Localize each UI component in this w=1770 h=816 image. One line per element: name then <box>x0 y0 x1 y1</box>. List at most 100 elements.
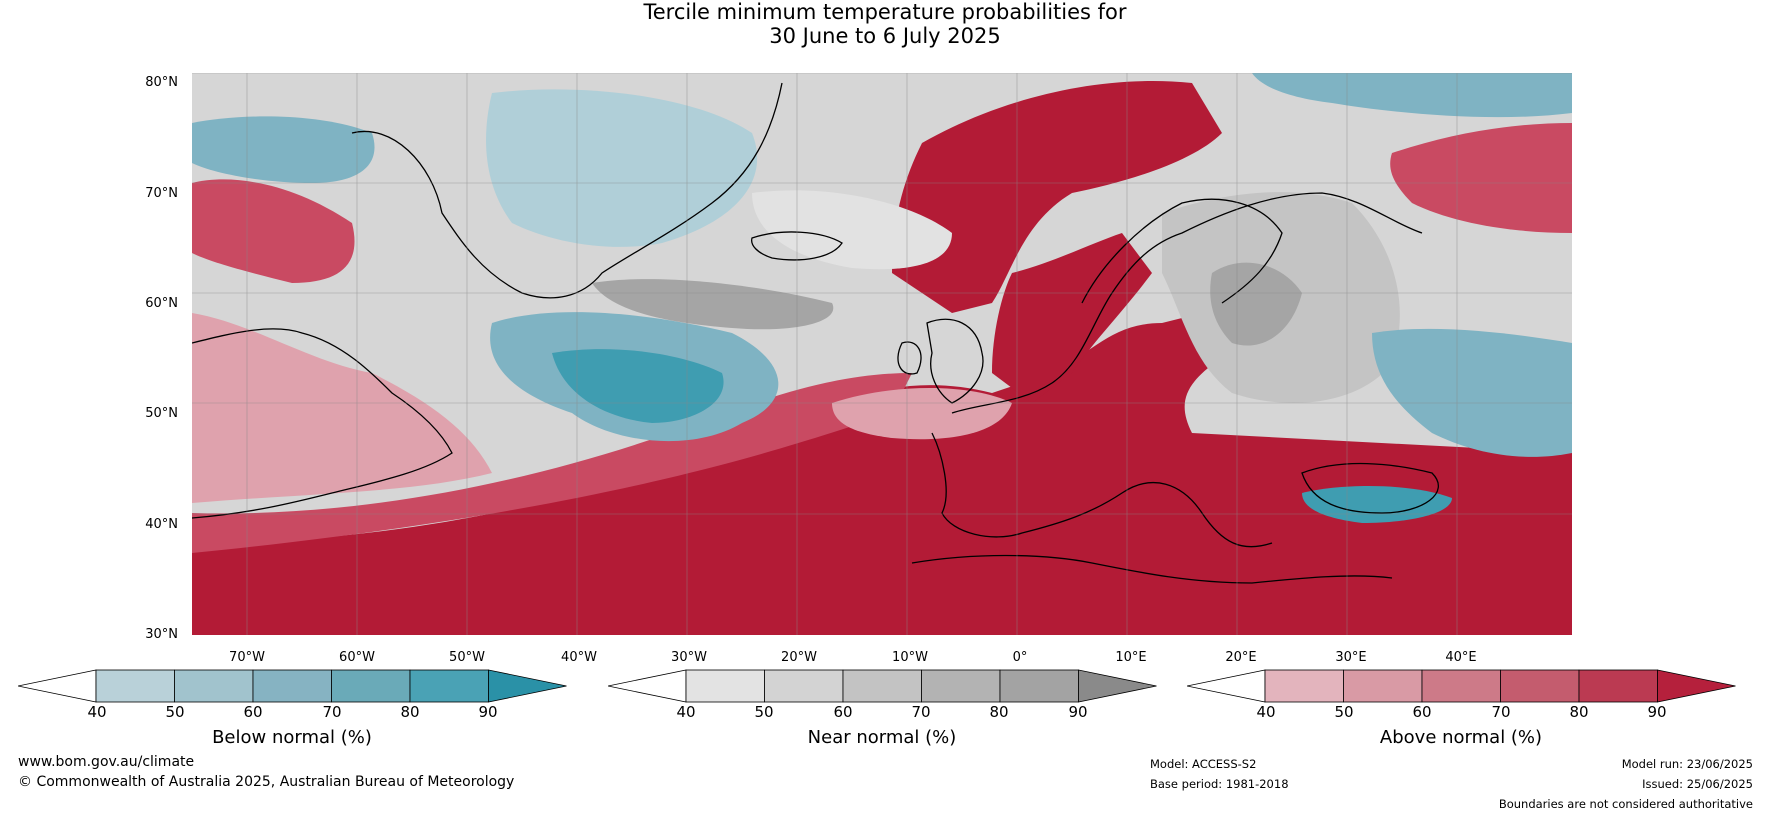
colorbar-above-title: Above normal (%) <box>1379 727 1543 748</box>
colorbar-swatch <box>1421 669 1501 703</box>
region-baffin-blue <box>192 116 375 183</box>
colorbar-swatch <box>174 669 254 703</box>
colorbar-swatch <box>1578 669 1658 703</box>
above-tick-60: 60 <box>1412 703 1432 721</box>
below-tick-90: 90 <box>478 703 498 721</box>
footer-model-run: Model run: 23/06/2025 <box>1621 757 1753 771</box>
coast-europe <box>951 192 1423 414</box>
near-tick-40: 40 <box>676 703 696 721</box>
lon-label-20e: 20°E <box>1225 650 1257 665</box>
colorbar-above-normal <box>1187 669 1736 703</box>
colorbar-swatch <box>1343 669 1423 703</box>
near-tick-60: 60 <box>833 703 853 721</box>
lat-label-50n: 50°N <box>145 406 178 421</box>
region-russia-red <box>1390 123 1572 233</box>
colorbar-arrow-left <box>18 669 97 703</box>
region-atlantic-grey-dark <box>592 279 834 330</box>
lon-label-60w: 60°W <box>339 650 375 665</box>
colorbar-below-title: Below normal (%) <box>212 727 372 748</box>
lat-label-40n: 40°N <box>145 517 178 532</box>
region-north-atlantic-warm <box>892 81 1222 313</box>
below-tick-70: 70 <box>322 703 342 721</box>
lon-label-40e: 40°E <box>1445 650 1477 665</box>
probability-map <box>192 73 1572 635</box>
region-greenland-blue <box>486 89 758 247</box>
above-tick-80: 80 <box>1569 703 1589 721</box>
colorbar-arrow-left <box>1187 669 1266 703</box>
lon-label-0: 0° <box>1012 650 1028 665</box>
near-tick-50: 50 <box>754 703 774 721</box>
region-central-atlantic-light <box>752 190 952 270</box>
lat-label-70n: 70°N <box>145 186 178 201</box>
above-tick-50: 50 <box>1334 703 1354 721</box>
colorbar-swatch <box>842 669 922 703</box>
colorbar-swatch <box>764 669 844 703</box>
lon-label-50w: 50°W <box>449 650 485 665</box>
lat-label-30n: 30°N <box>145 627 178 642</box>
colorbar-arrow-right <box>1657 669 1736 703</box>
region-west-red <box>192 313 492 503</box>
coast-north-america <box>192 328 453 519</box>
lat-label-60n: 60°N <box>145 296 178 311</box>
colorbar-below-normal <box>18 669 567 703</box>
coastlines <box>192 82 1439 584</box>
lon-label-70w: 70°W <box>229 650 265 665</box>
colorbar-arrow-right <box>488 669 567 703</box>
region-north-sea-warm <box>992 233 1152 403</box>
region-iberia-light <box>832 388 1012 440</box>
above-tick-70: 70 <box>1491 703 1511 721</box>
near-tick-90: 90 <box>1068 703 1088 721</box>
graticule <box>192 73 1572 635</box>
footer-base-period: Base period: 1981-2018 <box>1150 777 1289 791</box>
below-tick-60: 60 <box>243 703 263 721</box>
colorbar-swatch <box>685 669 765 703</box>
footer-model: Model: ACCESS-S2 <box>1150 757 1257 771</box>
coast-british-isles <box>897 318 984 404</box>
colorbar-swatch <box>921 669 1001 703</box>
colorbar-swatch <box>999 669 1079 703</box>
near-tick-80: 80 <box>989 703 1009 721</box>
lon-label-10w: 10°W <box>892 650 928 665</box>
colorbar-swatch <box>95 669 175 703</box>
colorbar-above-swatches <box>1187 669 1736 703</box>
region-mid-atlantic-blue-core <box>552 349 724 423</box>
colorbar-swatch <box>252 669 332 703</box>
colorbar-below-swatches <box>18 669 567 703</box>
region-labrador-red <box>192 179 355 283</box>
colorbar-near-title: Near normal (%) <box>807 727 957 748</box>
region-south-atlantic-warm <box>192 303 1572 635</box>
lat-label-80n: 80°N <box>145 75 178 90</box>
above-tick-40: 40 <box>1256 703 1276 721</box>
colorbar-swatch <box>1264 669 1344 703</box>
footer-copyright: © Commonwealth of Australia 2025, Austra… <box>18 774 515 790</box>
colorbar-near-swatches <box>608 669 1157 703</box>
region-east-europe-blue <box>1372 328 1572 457</box>
chart-title: Tercile minimum temperature probabilitie… <box>0 0 1770 48</box>
colorbar-arrow-left <box>608 669 687 703</box>
colorbar-arrow-right <box>1078 669 1157 703</box>
coast-scandinavia <box>1081 198 1283 304</box>
colorbar-swatch <box>331 669 411 703</box>
lon-label-30w: 30°W <box>671 650 707 665</box>
near-tick-70: 70 <box>911 703 931 721</box>
coast-iberia-med <box>931 432 1273 548</box>
coast-iceland <box>751 231 843 261</box>
title-line-1: Tercile minimum temperature probabilitie… <box>643 0 1127 24</box>
lon-label-30e: 30°E <box>1335 650 1367 665</box>
lon-label-40w: 40°W <box>561 650 597 665</box>
region-scandinavia-grey-dark <box>1210 262 1302 346</box>
footer-website: www.bom.gov.au/climate <box>18 754 195 770</box>
title-line-2: 30 June to 6 July 2025 <box>769 24 1001 48</box>
lon-label-20w: 20°W <box>781 650 817 665</box>
region-arctic-blue <box>1252 73 1572 118</box>
below-tick-80: 80 <box>400 703 420 721</box>
footer-issued: Issued: 25/06/2025 <box>1642 777 1753 791</box>
colorbar-near-normal <box>608 669 1157 703</box>
lon-label-10e: 10°E <box>1115 650 1147 665</box>
coast-north-africa <box>911 554 1393 584</box>
colorbar-swatch <box>409 669 489 703</box>
coast-black-sea <box>1301 462 1439 514</box>
above-tick-90: 90 <box>1647 703 1667 721</box>
colorbar-swatch <box>1500 669 1580 703</box>
below-tick-50: 50 <box>165 703 185 721</box>
